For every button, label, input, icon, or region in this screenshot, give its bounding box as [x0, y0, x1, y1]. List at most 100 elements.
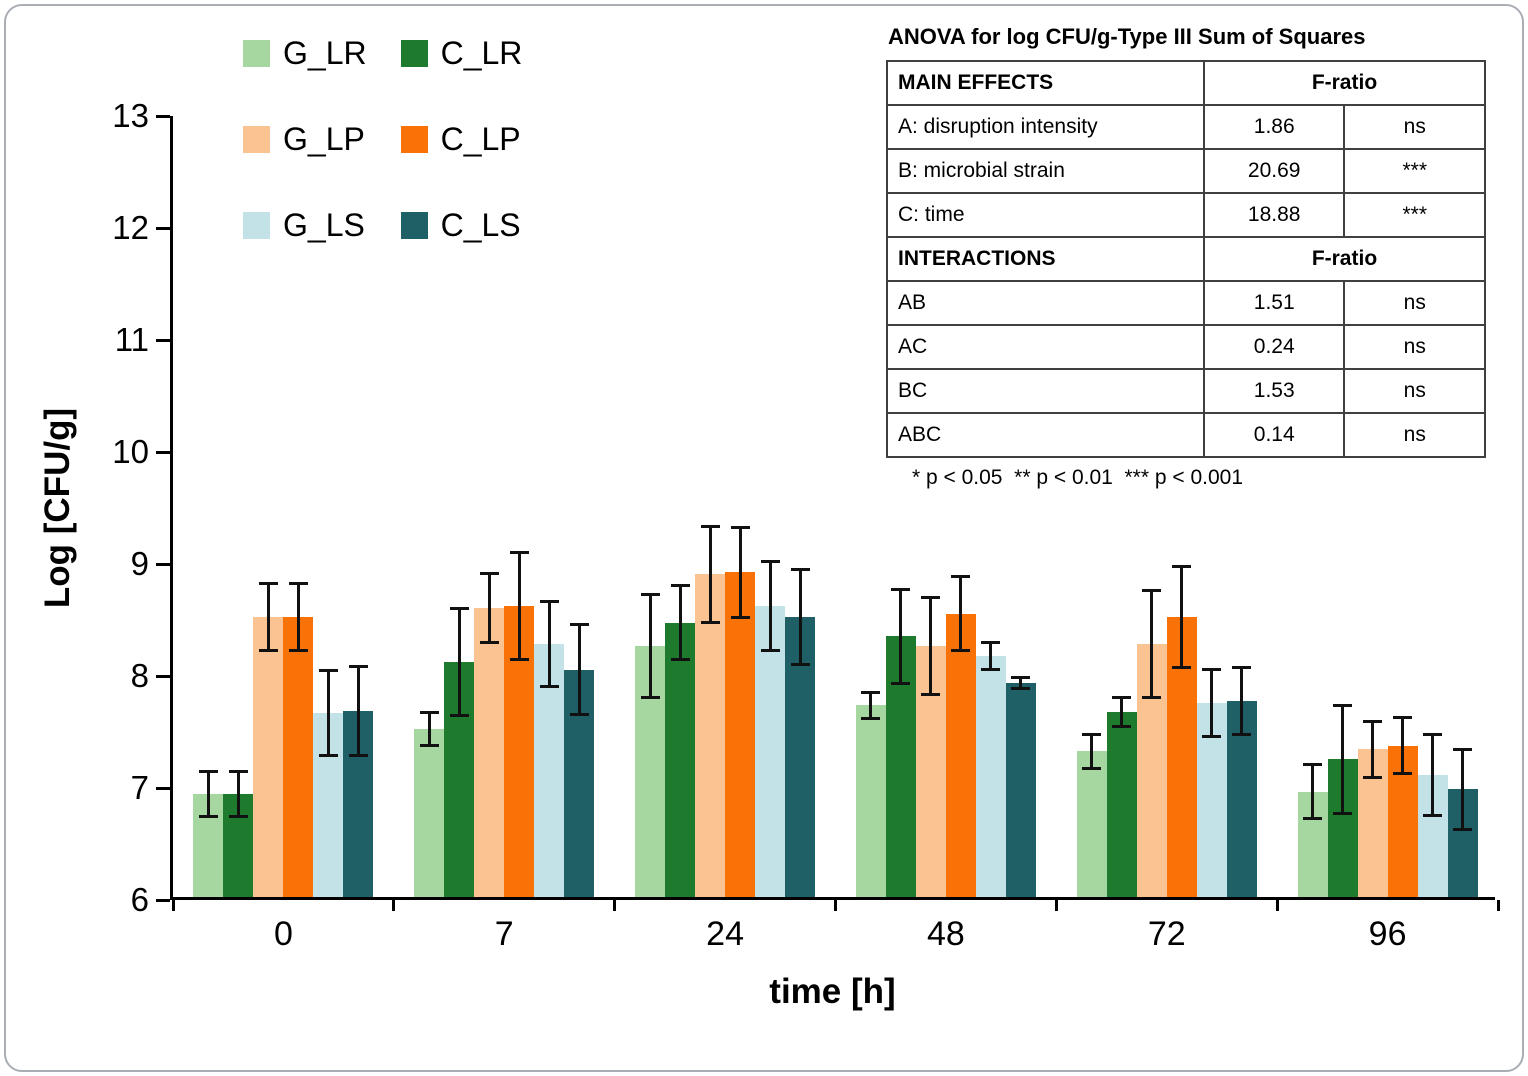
x-tick-mark [1275, 900, 1279, 911]
y-tick-mark [156, 450, 170, 454]
error-bar-cap [1082, 766, 1102, 770]
bar-c_lp-t0 [283, 617, 314, 897]
error-bar [1210, 669, 1214, 737]
anova-significance: ns [1343, 104, 1486, 150]
bar-c_ls-t48 [1005, 683, 1036, 897]
error-bar-cap [760, 559, 780, 563]
bar-g_lp-t7 [474, 608, 505, 897]
error-bar [1401, 717, 1405, 774]
anova-effect-label: AC [886, 324, 1205, 370]
error-bar [1240, 667, 1244, 735]
error-bar-cap [449, 606, 469, 610]
error-bar [678, 585, 682, 660]
anova-panel: ANOVA for log CFU/g-Type III Sum of Squa… [886, 24, 1487, 490]
anova-header-row: INTERACTIONS F-ratio [886, 236, 1487, 282]
anova-title: ANOVA for log CFU/g-Type III Sum of Squa… [888, 24, 1366, 49]
error-bar-cap [951, 575, 971, 579]
error-bar [1150, 590, 1154, 698]
anova-row: B: microbial strain 20.69 *** [886, 148, 1486, 194]
error-bar [1461, 749, 1465, 830]
error-bar-cap [1011, 687, 1031, 691]
bar-g_lr-t48 [855, 705, 886, 897]
anova-effect-label: ABC [886, 412, 1205, 458]
anova-effect-label: AB [886, 280, 1205, 326]
anova-fratio-header: F-ratio [1202, 60, 1487, 106]
x-axis-title: time [h] [769, 972, 896, 1011]
legend-swatch-c_lp [400, 125, 428, 153]
error-bar-cap [921, 692, 941, 696]
legend-label: G_LP [283, 121, 365, 157]
error-bar-cap [760, 649, 780, 653]
y-tick-label: 10 [112, 433, 149, 470]
error-bar [326, 670, 330, 756]
error-bar-cap [1453, 747, 1473, 751]
x-tick-mark [392, 900, 396, 911]
error-bar-cap [700, 621, 720, 625]
error-bar [206, 771, 210, 817]
bar-g_ls-t24 [755, 605, 786, 897]
y-tick-mark [156, 898, 170, 902]
error-bar-cap [509, 658, 529, 662]
anova-row: AB 1.51 ns [886, 280, 1486, 326]
error-bar [738, 527, 742, 617]
error-bar-cap [1363, 775, 1383, 779]
error-bar-cap [288, 581, 308, 585]
anova-section-header: MAIN EFFECTS [886, 60, 1205, 106]
anova-effect-label: C: time [886, 192, 1205, 238]
error-bar-cap [1363, 719, 1383, 723]
error-bar [236, 771, 240, 817]
error-bar-cap [861, 717, 881, 721]
bar-c_lp-t48 [945, 613, 976, 897]
error-bar-cap [1393, 772, 1413, 776]
y-tick-label: 11 [114, 321, 149, 358]
y-tick-label: 6 [130, 881, 149, 918]
error-bar-cap [891, 587, 911, 591]
plot-area: 6 7 8 9 10 11 12 13 0 7 24 48 72 96 [112, 97, 1500, 953]
legend-swatch-c_ls [400, 211, 428, 239]
error-bar-cap [198, 770, 218, 774]
error-bar-cap [1112, 696, 1132, 700]
error-bar [427, 712, 431, 746]
error-bar-cap [1202, 668, 1222, 672]
anova-f-value: 20.69 [1202, 148, 1346, 194]
error-bar-cap [539, 599, 559, 603]
error-bar-cap [640, 696, 660, 700]
y-tick-mark [156, 786, 170, 790]
anova-table: MAIN EFFECTS F-ratio A: disruption intensi… [886, 60, 1487, 458]
error-bar [457, 608, 461, 716]
error-bar [266, 583, 270, 651]
error-bar-cap [1232, 733, 1252, 737]
anova-significance: *** [1343, 148, 1486, 194]
legend: G_LR C_LR G_LP C_LP G_LS C_LS [243, 36, 522, 242]
anova-header-row: MAIN EFFECTS F-ratio [886, 60, 1487, 106]
error-bar [1090, 734, 1094, 769]
error-bar-cap [288, 649, 308, 653]
x-tick-label: 48 [927, 915, 965, 953]
anova-section-header: INTERACTIONS [886, 236, 1205, 282]
x-tick-label: 24 [706, 915, 744, 953]
error-bar-cap [981, 641, 1001, 645]
anova-effect-label: B: microbial strain [886, 148, 1205, 194]
error-bar [989, 642, 993, 670]
anova-row: C: time 18.88 *** [886, 192, 1486, 238]
y-tick-label: 13 [112, 97, 149, 134]
legend-item-g_lp: G_LP [243, 122, 367, 156]
legend-item-c_ls: C_LS [400, 208, 523, 242]
error-bar-cap [790, 568, 810, 572]
bar-g_lp-t24 [695, 574, 726, 897]
anova-significance: ns [1343, 412, 1486, 458]
error-bar-cap [1142, 588, 1162, 592]
error-bar-cap [1423, 813, 1443, 817]
bar-c_lr-t72 [1106, 712, 1137, 897]
error-bar [708, 526, 712, 623]
anova-f-value: 18.88 [1202, 192, 1346, 238]
error-bar [577, 624, 581, 715]
anova-row: ABC 0.14 ns [886, 412, 1486, 458]
legend-label: C_LP [440, 121, 521, 157]
y-tick-label: 12 [112, 209, 149, 246]
legend-label: G_LS [283, 207, 365, 243]
error-bar-cap [1142, 696, 1162, 700]
anova-f-value: 1.86 [1202, 104, 1346, 150]
error-bar [648, 594, 652, 698]
y-tick-mark [156, 338, 170, 342]
